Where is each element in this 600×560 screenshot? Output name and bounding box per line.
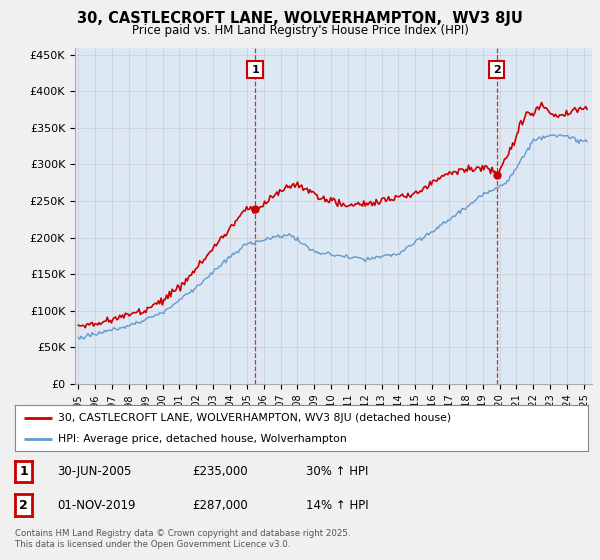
Text: HPI: Average price, detached house, Wolverhampton: HPI: Average price, detached house, Wolv…	[58, 435, 347, 444]
Text: 14% ↑ HPI: 14% ↑ HPI	[306, 498, 368, 512]
Text: 30, CASTLECROFT LANE, WOLVERHAMPTON, WV3 8JU (detached house): 30, CASTLECROFT LANE, WOLVERHAMPTON, WV3…	[58, 413, 451, 423]
Text: 30% ↑ HPI: 30% ↑ HPI	[306, 465, 368, 478]
Text: 2: 2	[19, 498, 28, 512]
Text: Price paid vs. HM Land Registry's House Price Index (HPI): Price paid vs. HM Land Registry's House …	[131, 24, 469, 37]
Text: 2: 2	[493, 64, 500, 74]
Text: 30, CASTLECROFT LANE, WOLVERHAMPTON,  WV3 8JU: 30, CASTLECROFT LANE, WOLVERHAMPTON, WV3…	[77, 11, 523, 26]
Text: £287,000: £287,000	[192, 498, 248, 512]
Text: 01-NOV-2019: 01-NOV-2019	[57, 498, 136, 512]
Text: £235,000: £235,000	[192, 465, 248, 478]
Text: Contains HM Land Registry data © Crown copyright and database right 2025.
This d: Contains HM Land Registry data © Crown c…	[15, 529, 350, 549]
Text: 30-JUN-2005: 30-JUN-2005	[57, 465, 131, 478]
Text: 1: 1	[19, 465, 28, 478]
Text: 1: 1	[251, 64, 259, 74]
